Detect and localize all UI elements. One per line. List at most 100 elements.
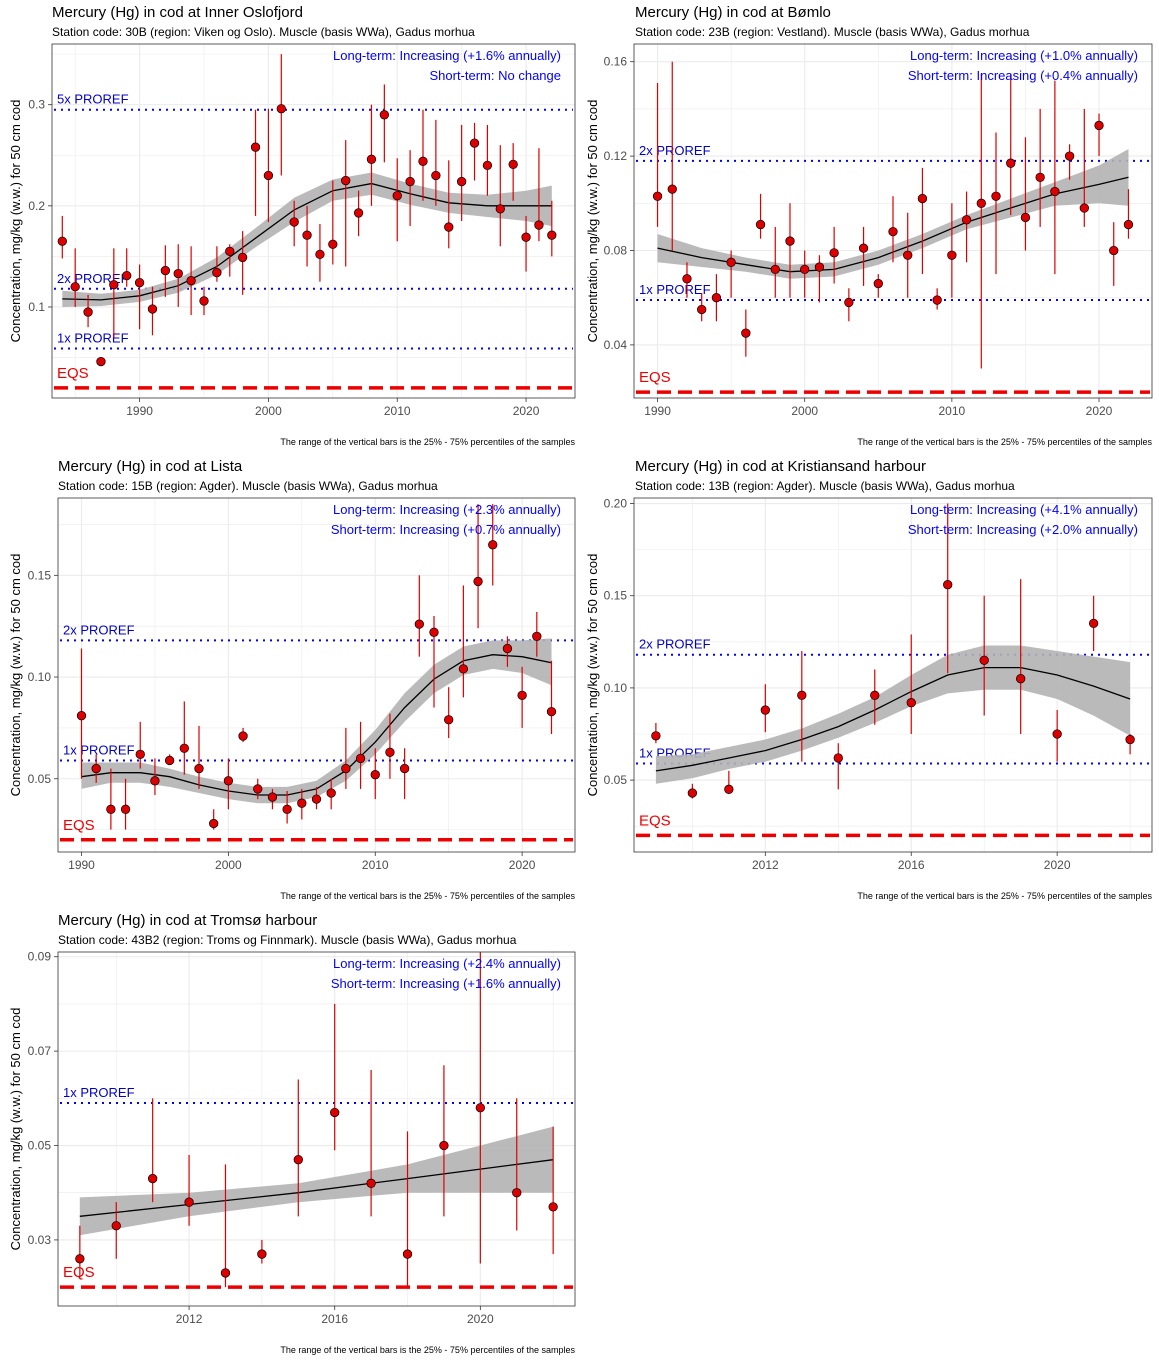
x-tick-label: 2020	[509, 858, 536, 872]
trend-text: Long-term: Increasing (+4.1% annually)	[910, 502, 1138, 517]
median-point	[220, 1268, 231, 1278]
chart-caption: The range of the vertical bars is the 25…	[280, 1345, 575, 1355]
trend-text: Short-term: No change	[429, 68, 561, 83]
plot-background	[58, 952, 575, 1306]
smooth-trend-line	[79, 1159, 554, 1217]
median-point	[1035, 172, 1045, 182]
proref-label: 2x PROREF	[63, 622, 135, 637]
median-point	[431, 170, 441, 181]
median-point	[1125, 734, 1135, 745]
median-point	[1052, 729, 1062, 739]
median-point	[120, 804, 131, 814]
chart-caption: The range of the vertical bars is the 25…	[280, 891, 575, 901]
y-tick-label: 0.09	[28, 950, 52, 964]
median-point	[1109, 245, 1119, 256]
plot-border	[57, 497, 576, 853]
median-point	[402, 1249, 413, 1259]
median-point	[979, 655, 989, 665]
median-point	[225, 246, 235, 256]
median-point	[179, 743, 189, 753]
median-point	[134, 278, 145, 288]
y-axis-label: Concentration, mg/kg (w.w.) for 50 cm co…	[585, 100, 600, 343]
median-point	[289, 217, 299, 227]
plot-background	[52, 44, 575, 398]
median-point	[532, 631, 542, 641]
median-point	[800, 264, 810, 275]
proref-label: 5x PROREF	[57, 92, 129, 107]
median-point	[405, 176, 415, 187]
eqs-label: EQS	[57, 365, 89, 382]
median-point	[687, 788, 698, 798]
median-point	[547, 230, 557, 240]
median-point	[755, 219, 766, 230]
chart-title: Mercury (Hg) in cod at Inner Oslofjord	[52, 4, 303, 21]
median-point	[315, 249, 325, 260]
median-point	[711, 293, 722, 303]
median-point	[311, 794, 322, 804]
median-point	[534, 220, 544, 230]
proref-label: 1x PROREF	[57, 330, 129, 345]
median-point	[414, 619, 424, 629]
chart-title: Mercury (Hg) in cod at Kristiansand harb…	[635, 458, 926, 475]
median-point	[341, 175, 351, 186]
y-tick-label: 0.10	[28, 670, 52, 684]
median-point	[76, 711, 87, 721]
proref-label: 1x PROREF	[63, 742, 135, 757]
median-point	[1094, 120, 1104, 131]
median-point	[199, 296, 209, 306]
chart-panel-5: Mercury (Hg) in cod at Tromsø harbour Sta…	[8, 912, 575, 1355]
y-tick-label: 0.2	[28, 199, 45, 213]
median-point	[943, 580, 953, 590]
chart-title: Mercury (Hg) in cod at Bømlo	[635, 4, 831, 21]
y-tick-label: 0.04	[604, 338, 628, 352]
x-tick-label: 1990	[644, 404, 671, 418]
x-tick-label: 2020	[467, 1312, 494, 1326]
median-point	[429, 627, 439, 637]
y-axis-label: Concentration, mg/kg (w.w.) for 50 cm co…	[8, 100, 23, 343]
median-point	[328, 239, 338, 249]
median-point	[293, 1155, 303, 1165]
median-point	[814, 262, 825, 272]
median-point	[512, 1188, 522, 1198]
smooth-confidence-band	[79, 1126, 554, 1236]
median-point	[961, 215, 972, 225]
x-tick-label: 2016	[321, 1312, 348, 1326]
median-point	[122, 270, 132, 281]
chart-title: Mercury (Hg) in cod at Lista	[58, 458, 243, 475]
median-point	[111, 1221, 121, 1231]
median-point	[1020, 212, 1031, 223]
proref-label: 1x PROREF	[63, 1085, 135, 1100]
x-tick-label: 2016	[898, 858, 925, 872]
median-point	[1123, 219, 1134, 230]
y-tick-label: 0.1	[28, 300, 45, 314]
median-point	[508, 159, 518, 170]
plot-border	[633, 497, 1153, 853]
median-point	[682, 274, 692, 284]
y-tick-label: 0.12	[604, 149, 628, 163]
plot-border	[633, 43, 1153, 399]
median-point	[379, 110, 389, 120]
trend-text: Long-term: Increasing (+1.0% annually)	[910, 48, 1138, 63]
chart-caption: The range of the vertical bars is the 25…	[857, 891, 1152, 901]
median-point	[326, 788, 336, 798]
median-point	[135, 749, 145, 759]
x-tick-label: 2012	[752, 858, 779, 872]
median-point	[726, 257, 736, 267]
median-point	[160, 265, 171, 276]
smooth-confidence-band	[655, 645, 1131, 784]
y-tick-label: 0.16	[604, 55, 628, 69]
median-point	[469, 138, 480, 148]
median-point	[57, 236, 67, 246]
median-point	[238, 731, 248, 741]
median-point	[444, 222, 454, 232]
median-point	[83, 307, 93, 317]
median-point	[282, 804, 292, 814]
median-point	[829, 248, 839, 258]
chart-subtitle: Station code: 23B (region: Vestland). Mu…	[635, 25, 1030, 39]
trend-text: Short-term: Increasing (+0.7% annually)	[331, 522, 561, 537]
median-point	[917, 193, 928, 204]
median-point	[906, 698, 916, 708]
smooth-trend-line	[655, 666, 1131, 772]
median-point	[263, 170, 274, 181]
